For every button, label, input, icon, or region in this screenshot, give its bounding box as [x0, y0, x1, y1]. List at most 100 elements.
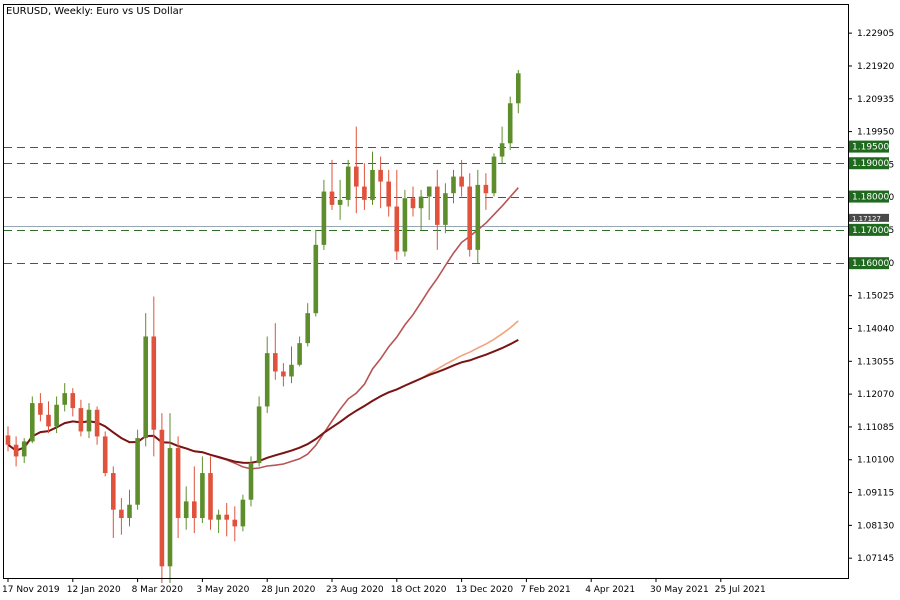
candle[interactable] [435, 169, 440, 250]
candle[interactable] [483, 173, 489, 210]
candle[interactable] [216, 509, 221, 534]
candle[interactable] [46, 401, 51, 434]
candle-body-bear [78, 408, 84, 432]
candle[interactable] [256, 396, 262, 467]
candle[interactable] [248, 456, 254, 507]
candle[interactable] [345, 159, 351, 207]
candle[interactable] [54, 396, 59, 434]
candle[interactable] [443, 183, 448, 234]
candle[interactable] [159, 413, 165, 583]
candle[interactable] [459, 159, 464, 197]
candle-body-bull [451, 176, 456, 194]
level-label-box [849, 140, 889, 153]
candle[interactable] [386, 169, 391, 217]
candle[interactable] [313, 229, 319, 317]
level-label-box [849, 157, 889, 170]
candle-body-bull [321, 191, 327, 245]
candle[interactable] [402, 189, 408, 257]
candle[interactable] [378, 156, 383, 209]
candle[interactable] [5, 426, 11, 452]
x-tick-label: 23 Aug 2020 [326, 585, 384, 595]
candle-body-bear [224, 514, 229, 520]
candle[interactable] [208, 456, 213, 530]
candle[interactable] [418, 189, 424, 230]
candle[interactable] [232, 506, 238, 542]
candle[interactable] [151, 296, 157, 457]
candle[interactable] [200, 456, 205, 524]
candle[interactable] [329, 159, 335, 210]
time-axis[interactable]: 17 Nov 2019 12 Jan 2020 8 Mar 2020 3 May 20… [2, 578, 766, 595]
candle[interactable] [78, 399, 84, 437]
candle[interactable] [516, 69, 521, 114]
candle[interactable] [111, 466, 116, 539]
candle-body-bull [507, 103, 513, 144]
candle[interactable] [281, 363, 286, 387]
candle[interactable] [70, 388, 76, 417]
level-label-text: 1.19000 [852, 159, 889, 169]
y-tick-label: 1.21920 [857, 62, 894, 72]
candle[interactable] [13, 436, 19, 467]
candle-body-bear [13, 444, 19, 457]
candle[interactable] [192, 466, 197, 534]
candle[interactable] [305, 303, 310, 347]
level-label-text: 1.18000 [852, 193, 889, 203]
y-tick-label: 1.15025 [857, 292, 894, 302]
candle[interactable] [410, 186, 416, 217]
candle[interactable] [62, 383, 67, 412]
candle[interactable] [264, 336, 270, 414]
y-tick-label: 1.11085 [857, 423, 894, 433]
candle[interactable] [321, 179, 327, 250]
candle[interactable] [362, 163, 367, 210]
candle-body-bull [491, 156, 497, 194]
y-tick-label: 1.13055 [857, 357, 894, 367]
candle[interactable] [30, 396, 35, 444]
candle-body-bull [167, 448, 173, 567]
candle[interactable] [475, 169, 481, 264]
candle-body-bull [248, 463, 254, 500]
candle[interactable] [119, 498, 124, 535]
candle-body-bear [208, 473, 213, 520]
candle[interactable] [175, 436, 181, 539]
candle[interactable] [135, 429, 140, 510]
candle-body-bear [192, 501, 197, 519]
candle[interactable] [289, 346, 294, 384]
candle[interactable] [240, 494, 246, 532]
level-label-box [849, 190, 889, 203]
candle[interactable] [86, 403, 92, 439]
candle[interactable] [127, 489, 132, 527]
candle[interactable] [491, 153, 497, 197]
candle[interactable] [507, 96, 513, 150]
candle-body-bear [386, 181, 391, 207]
candle[interactable] [451, 169, 456, 204]
level-price-label: 1.18000 [849, 190, 889, 203]
x-tick-label: 18 Oct 2020 [391, 585, 447, 595]
candle-body-bull [216, 514, 221, 520]
candle[interactable] [94, 406, 100, 445]
candle-body-bull [256, 406, 262, 464]
candle-body-bear [102, 436, 108, 474]
candle[interactable] [297, 336, 302, 367]
candle[interactable] [38, 393, 43, 422]
candle[interactable] [21, 438, 27, 464]
candle-body-bear [281, 371, 286, 377]
candle[interactable] [467, 173, 472, 257]
candle[interactable] [273, 323, 278, 380]
candle[interactable] [499, 126, 505, 164]
candle[interactable] [167, 413, 173, 583]
candle[interactable] [337, 179, 343, 220]
candle-body-bull [516, 73, 521, 104]
candle-body-bull [30, 403, 35, 442]
candle[interactable] [370, 151, 375, 205]
candle[interactable] [102, 431, 108, 477]
candle[interactable] [143, 313, 148, 447]
plot-area-frame [3, 4, 849, 579]
candle[interactable] [354, 126, 359, 214]
moving-average-long-line [7, 339, 519, 464]
candle[interactable] [394, 169, 400, 260]
candle[interactable] [426, 186, 432, 220]
candle-body-bull [86, 409, 92, 432]
candle[interactable] [224, 503, 229, 537]
candle[interactable] [183, 486, 189, 530]
